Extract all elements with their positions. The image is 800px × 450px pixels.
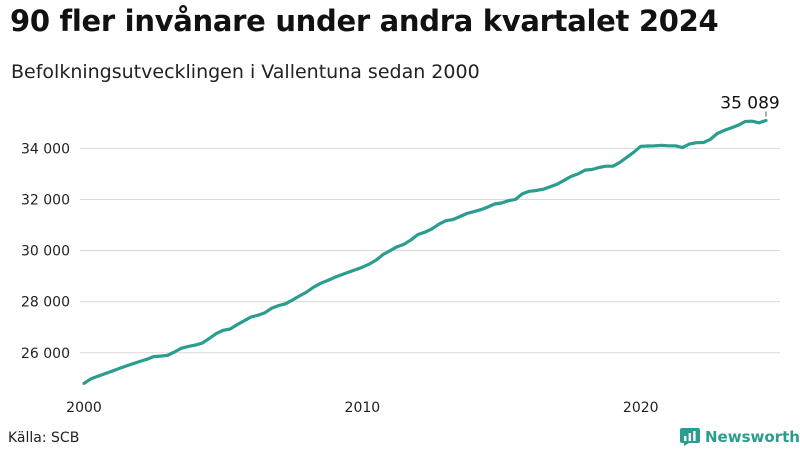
x-tick-label: 2020: [623, 400, 659, 416]
y-gridlines: [80, 147, 780, 354]
y-tick-label: 32 000: [21, 192, 70, 208]
chart-title: 90 fler invånare under andra kvartalet 2…: [10, 4, 719, 38]
source-note: Källa: SCB: [8, 430, 80, 446]
y-tick-label: 26 000: [21, 346, 70, 362]
x-tick-label: 2010: [345, 400, 381, 416]
y-axis-tick-labels: 26 000 28 000 30 000 32 000 34 000: [21, 141, 70, 361]
x-axis-tick-labels: 2000 2010 2020: [66, 400, 658, 416]
x-tick-label: 2000: [66, 400, 102, 416]
chart-subtitle: Befolkningsutvecklingen i Vallentuna sed…: [11, 61, 480, 83]
newsworthy-logo-icon: [680, 428, 700, 446]
y-tick-label: 30 000: [21, 244, 70, 260]
brand-name: Newsworthy: [705, 428, 800, 446]
brand-logo: Newsworthy: [680, 428, 800, 446]
y-tick-label: 28 000: [21, 295, 70, 311]
population-series-line: [82, 118, 768, 385]
end-value-label: 35 089: [720, 94, 779, 114]
y-tick-label: 34 000: [21, 141, 70, 157]
